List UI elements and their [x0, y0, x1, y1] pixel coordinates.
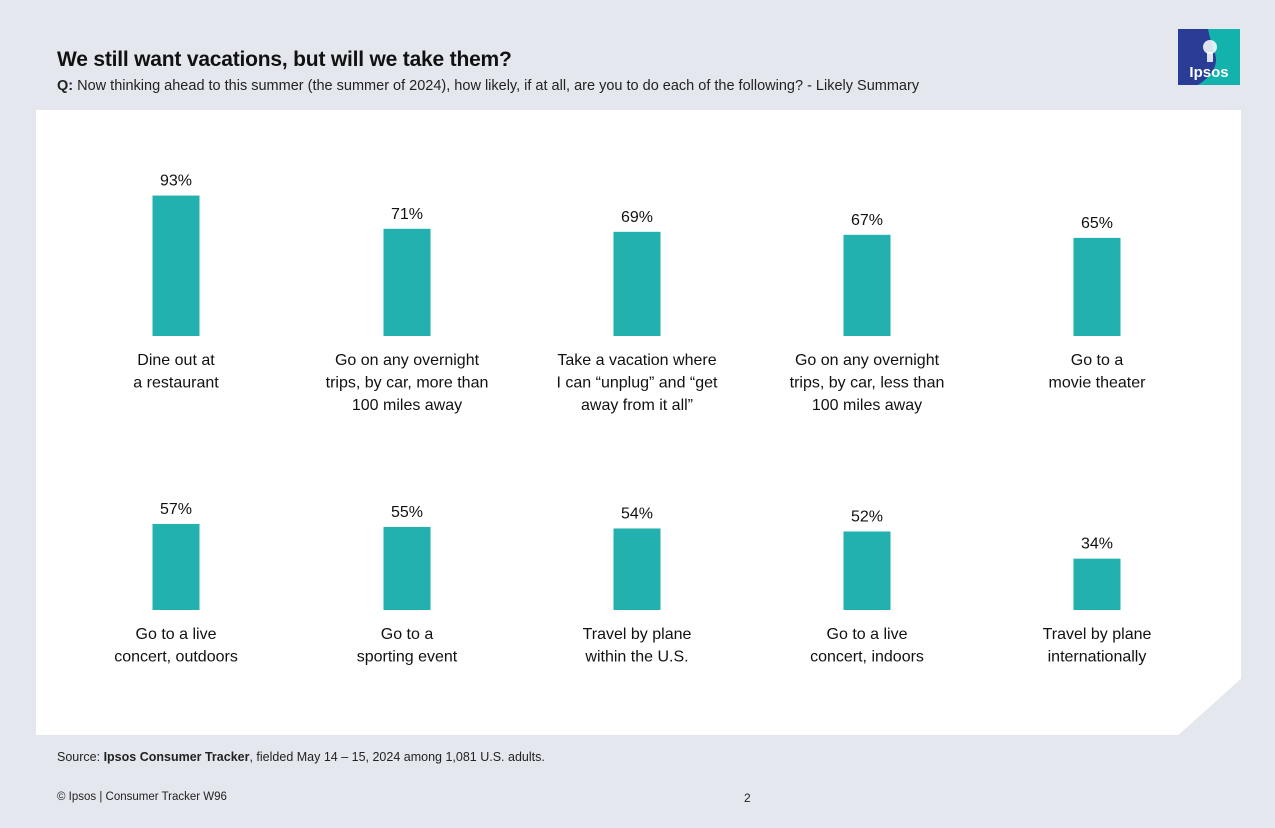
logo-text: Ipsos	[1189, 64, 1228, 81]
category-label-7: Go to a sporting event	[357, 626, 458, 666]
data-label-8: 54%	[621, 505, 653, 522]
data-label-4: 67%	[851, 212, 883, 229]
copyright-footer: © Ipsos | Consumer Tracker W96	[57, 791, 227, 803]
bar-3	[613, 231, 661, 336]
data-label-7: 55%	[391, 504, 423, 521]
source-detail: , fielded May 14 – 15, 2024 among 1,081 …	[249, 750, 545, 764]
bar-8	[613, 528, 661, 610]
data-label-10: 34%	[1081, 536, 1113, 553]
category-label-8: Travel by plane within the U.S.	[583, 626, 692, 666]
data-label-5: 65%	[1081, 215, 1113, 232]
category-label-9: Go to a live concert, indoors	[810, 626, 924, 666]
data-label-3: 69%	[621, 209, 653, 226]
bar-4	[843, 234, 891, 336]
data-label-2: 71%	[391, 206, 423, 223]
bar-5	[1073, 237, 1121, 336]
question-subtitle: Q: Now thinking ahead to this summer (th…	[57, 78, 919, 94]
bar-1	[152, 195, 200, 336]
question-label: Q:	[57, 78, 74, 94]
category-label-2: Go on any overnight trips, by car, more t…	[326, 352, 489, 414]
source-name: Ipsos Consumer Tracker	[103, 750, 250, 764]
category-label-5: Go to a movie theater	[1049, 352, 1147, 392]
data-label-1: 93%	[160, 173, 192, 190]
data-label-9: 52%	[851, 508, 883, 525]
question-text: Now thinking ahead to this summer (the s…	[77, 78, 920, 94]
bar-9	[843, 531, 891, 610]
slide-title: We still want vacations, but will we tak…	[57, 48, 512, 71]
ipsos-logo: Ipsos	[1178, 29, 1240, 85]
category-label-1: Dine out at a restaurant	[133, 352, 219, 392]
bar-2	[383, 228, 431, 336]
bar-7	[383, 526, 431, 610]
category-label-4: Go on any overnight trips, by car, less t…	[790, 352, 945, 414]
category-label-10: Travel by plane internationally	[1043, 626, 1152, 666]
bar-10	[1073, 558, 1121, 610]
source-note: Source: Ipsos Consumer Tracker, fielded …	[57, 750, 545, 764]
category-label-3: Take a vacation where I can “unplug” and …	[557, 352, 719, 414]
category-label-6: Go to a live concert, outdoors	[114, 626, 238, 666]
chart-panel	[36, 110, 1241, 735]
data-label-6: 57%	[160, 501, 192, 518]
bar-6	[152, 523, 200, 610]
page-number: 2	[744, 791, 751, 805]
source-label: Source:	[57, 750, 101, 764]
